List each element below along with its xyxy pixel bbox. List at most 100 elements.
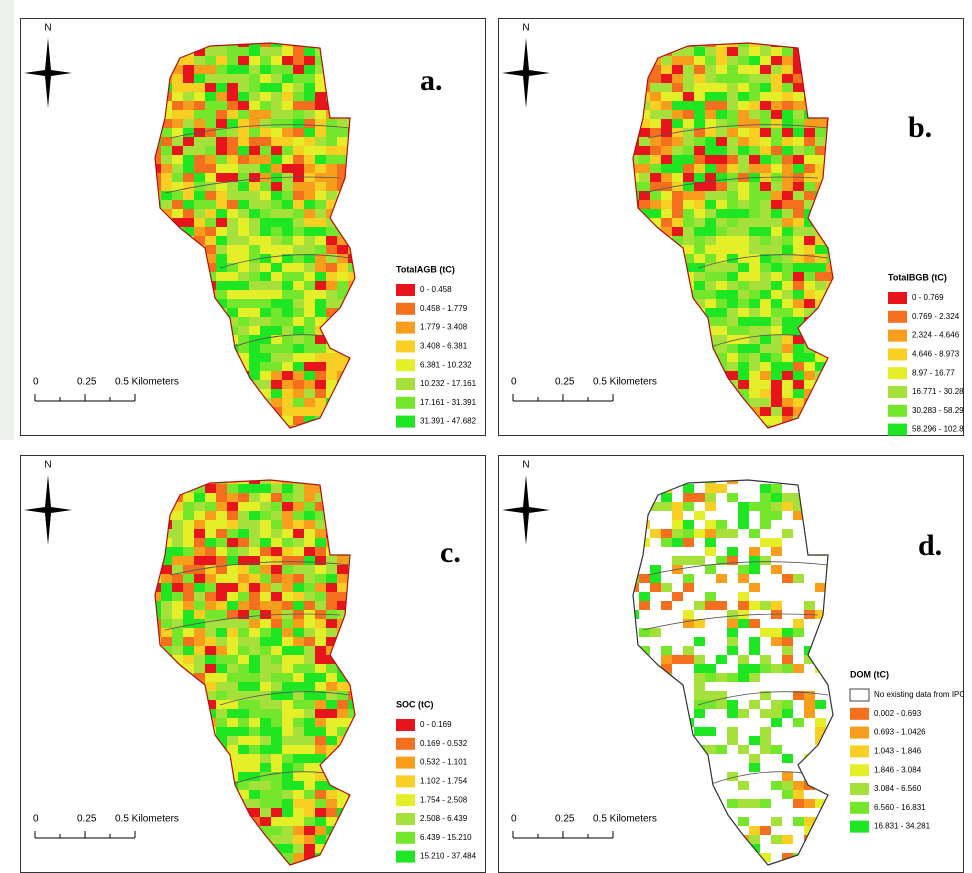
scale-label: 0 (511, 814, 517, 825)
parcel (172, 218, 183, 227)
parcel (205, 511, 216, 520)
parcel (793, 736, 804, 745)
parcel (282, 511, 293, 520)
parcel (194, 119, 205, 128)
parcel (249, 299, 260, 308)
parcel (282, 236, 293, 245)
parcel (260, 191, 271, 200)
parcel (315, 574, 326, 583)
parcel (304, 146, 315, 155)
parcel (194, 56, 205, 65)
parcel (650, 101, 661, 110)
parcel (694, 493, 705, 502)
scale-bar (512, 831, 614, 839)
parcel (727, 272, 738, 281)
parcel (282, 826, 293, 835)
parcel (815, 281, 826, 290)
parcel (337, 799, 348, 808)
legend-label: 1.754 - 2.508 (420, 795, 468, 804)
parcel (727, 83, 738, 92)
parcel (661, 56, 672, 65)
parcel (282, 547, 293, 556)
parcel (172, 610, 183, 619)
parcel (749, 119, 760, 128)
parcel (293, 218, 304, 227)
parcel (260, 119, 271, 128)
parcel (315, 236, 326, 245)
parcel (161, 110, 172, 119)
parcel (304, 772, 315, 781)
parcel (738, 556, 749, 565)
parcel (155, 164, 161, 173)
north-label: N (44, 460, 51, 471)
parcel (782, 727, 793, 736)
parcel (650, 209, 661, 218)
parcel (705, 538, 716, 547)
parcel (304, 547, 315, 556)
parcel (216, 236, 227, 245)
parcel (683, 556, 694, 565)
parcel (304, 380, 315, 389)
parcel (716, 538, 727, 547)
parcel (271, 317, 282, 326)
parcel (727, 727, 738, 736)
parcel (782, 610, 793, 619)
parcel (249, 155, 260, 164)
parcel (249, 538, 260, 547)
parcel (661, 628, 672, 637)
parcel (249, 754, 260, 763)
parcel (282, 380, 293, 389)
parcel (782, 637, 793, 646)
parcel (260, 389, 271, 398)
parcel (183, 538, 194, 547)
parcel (227, 709, 238, 718)
parcel (238, 511, 249, 520)
parcel (793, 538, 804, 547)
parcel (227, 745, 238, 754)
parcel (227, 182, 238, 191)
parcel (771, 547, 782, 556)
parcel (705, 254, 716, 263)
parcel (727, 610, 738, 619)
parcel (672, 47, 683, 56)
parcel (205, 592, 216, 601)
parcel (315, 583, 326, 592)
parcel (304, 736, 315, 745)
parcel (650, 83, 661, 92)
parcel (227, 74, 238, 83)
parcel (271, 529, 282, 538)
parcel (249, 610, 260, 619)
parcel (227, 574, 238, 583)
parcel (793, 380, 804, 389)
parcel (782, 808, 793, 817)
parcel (782, 218, 793, 227)
parcel (727, 56, 738, 65)
parcel (238, 655, 249, 664)
parcel (749, 583, 760, 592)
parcel (249, 637, 260, 646)
parcel (705, 110, 716, 119)
parcel (815, 119, 826, 128)
parcel (216, 137, 227, 146)
parcel (782, 664, 793, 673)
parcel (260, 655, 271, 664)
parcel (260, 502, 271, 511)
parcel (804, 191, 815, 200)
parcel (282, 538, 293, 547)
parcel (694, 191, 705, 200)
parcel (227, 637, 238, 646)
parcel (727, 101, 738, 110)
parcel (172, 92, 183, 101)
parcel (716, 628, 727, 637)
parcel (304, 853, 315, 862)
parcel (771, 808, 782, 817)
parcel (738, 808, 749, 817)
parcel (793, 254, 804, 263)
parcel (804, 119, 815, 128)
parcel (661, 646, 672, 655)
parcel (661, 83, 672, 92)
parcel (249, 263, 260, 272)
parcel (749, 146, 760, 155)
map-outline (154, 479, 356, 866)
parcel (716, 790, 727, 799)
